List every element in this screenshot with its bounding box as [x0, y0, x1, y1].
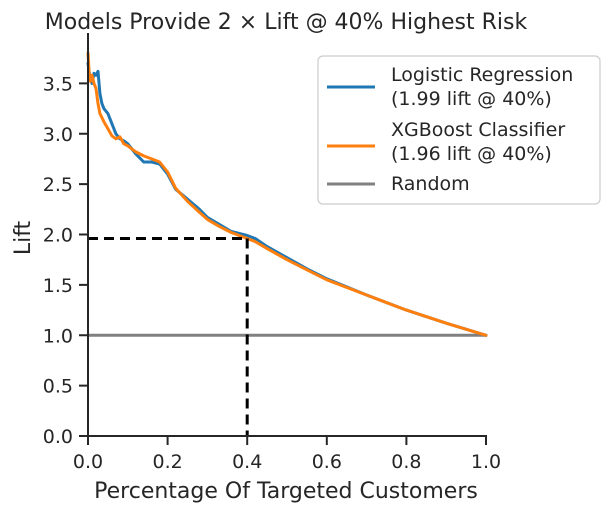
x-tick-label: 0.8: [391, 451, 421, 473]
x-tick-label: 0.0: [73, 451, 103, 473]
legend-label-random: Random: [391, 173, 470, 195]
x-tick-label: 0.2: [152, 451, 182, 473]
x-tick-label: 1.0: [471, 451, 501, 473]
y-tick-label: 0.5: [43, 376, 73, 398]
legend: Logistic Regression (1.99 lift @ 40%) XG…: [317, 55, 601, 205]
y-tick-label: 3.0: [43, 124, 73, 146]
x-tick-label: 0.6: [312, 451, 342, 473]
y-tick-label: 1.5: [43, 275, 73, 297]
x-axis-title: Percentage Of Targeted Customers: [94, 479, 478, 504]
x-tick-label: 0.4: [232, 451, 262, 473]
y-axis-ticks: 0.0 0.5 1.0 1.5 2.0 2.5 3.0 3.5: [43, 73, 88, 448]
plot-area: [86, 51, 488, 337]
series-line-logistic-regression: [86, 61, 488, 337]
legend-box: [317, 55, 601, 205]
y-tick-label: 0.0: [43, 426, 73, 448]
series-line-xgboost-classifier: [86, 51, 488, 337]
y-tick-label: 3.5: [43, 73, 73, 95]
legend-sublabel-xgboost-classifier: (1.96 lift @ 40%): [391, 143, 552, 165]
y-tick-label: 1.0: [43, 325, 73, 347]
x-axis-ticks: 0.0 0.2 0.4 0.6 0.8 1.0: [73, 436, 501, 473]
y-tick-label: 2.0: [43, 225, 73, 247]
reference-lines: [88, 237, 249, 436]
y-axis-title: Lift: [11, 220, 36, 255]
legend-sublabel-logistic-regression: (1.99 lift @ 40%): [391, 88, 552, 110]
legend-label-xgboost-classifier: XGBoost Classifier: [391, 119, 565, 141]
legend-label-logistic-regression: Logistic Regression: [391, 64, 573, 86]
y-tick-label: 2.5: [43, 174, 73, 196]
chart-title: Models Provide 2 × Lift @ 40% Highest Ri…: [45, 10, 528, 35]
